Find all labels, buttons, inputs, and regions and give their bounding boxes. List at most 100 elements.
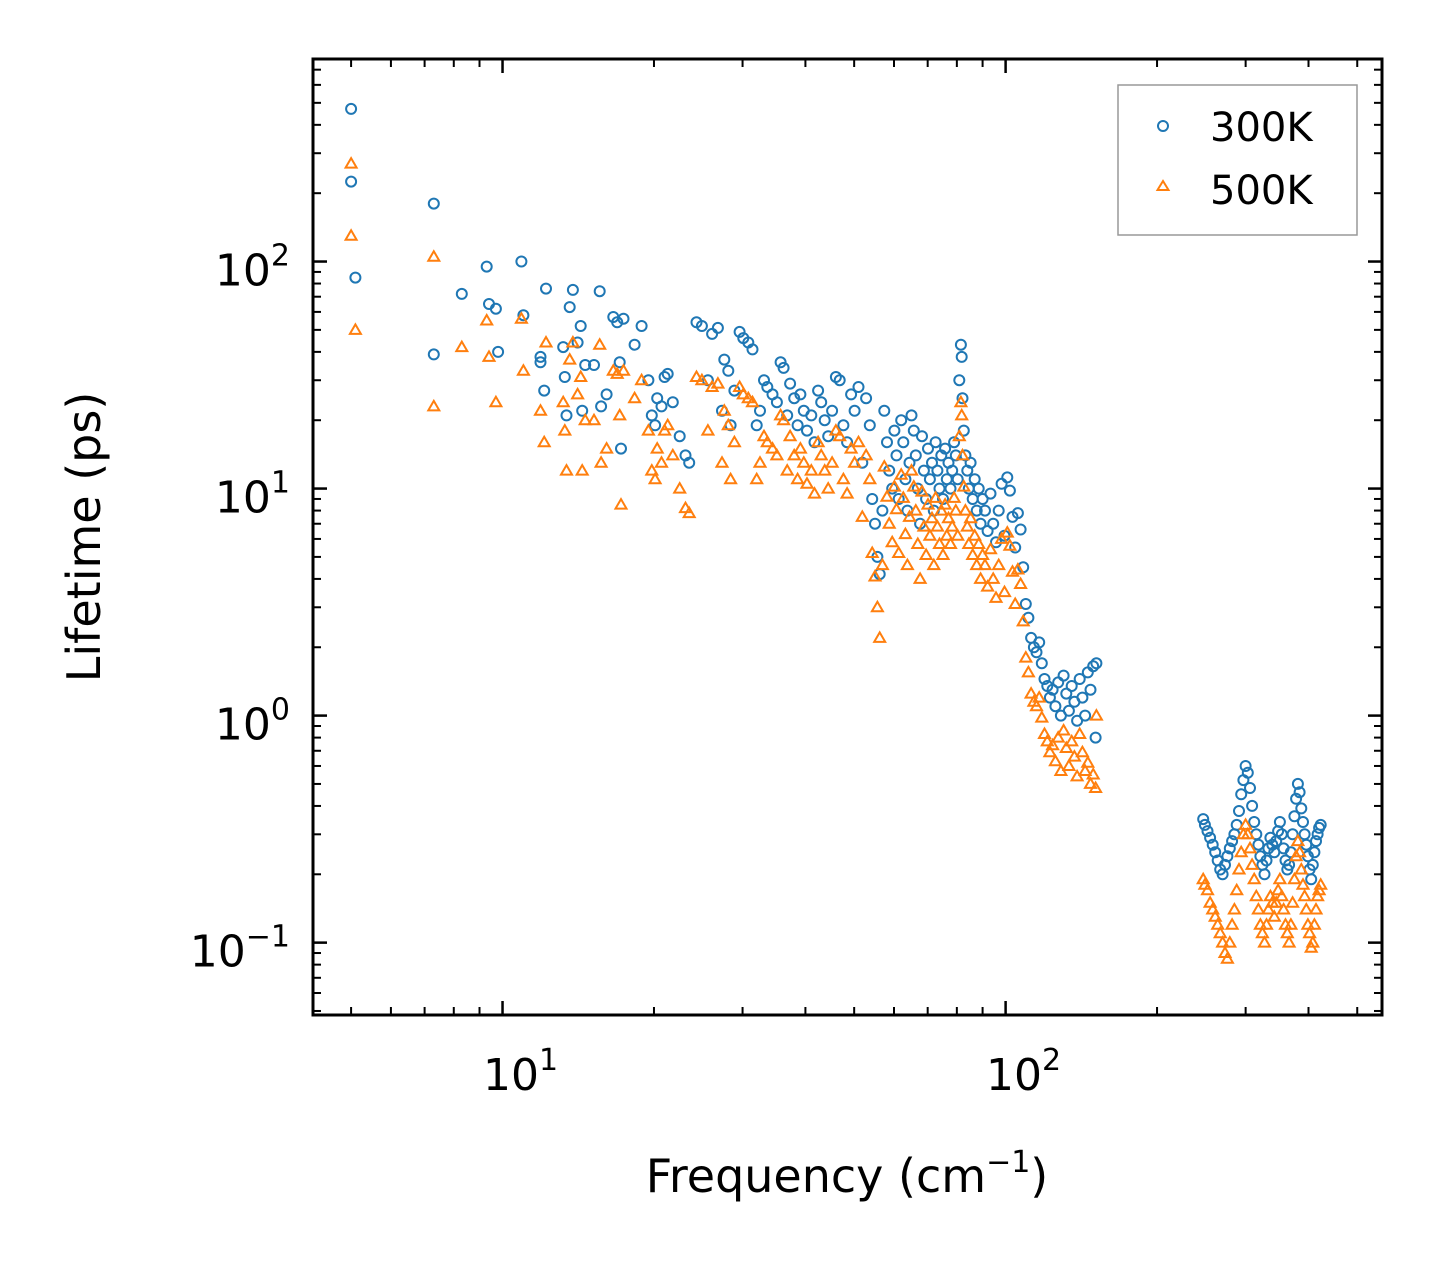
point-500k	[1227, 902, 1242, 915]
point-500k	[1222, 935, 1238, 948]
point-500k	[820, 481, 836, 494]
point-300k	[758, 374, 770, 387]
point-500k	[1240, 826, 1256, 840]
point-500k	[1294, 862, 1309, 875]
point-500k	[612, 407, 627, 421]
point-500k	[900, 557, 915, 571]
point-300k	[1206, 838, 1219, 851]
point-500k	[930, 519, 945, 532]
legend-300k-marker	[1157, 120, 1169, 132]
point-300k	[1079, 709, 1092, 722]
point-500k	[1031, 690, 1047, 703]
point-500k	[1089, 708, 1104, 721]
point-300k	[345, 175, 358, 188]
point-500k	[714, 455, 730, 468]
point-300k	[1062, 704, 1075, 717]
point-500k	[1007, 596, 1023, 609]
point-300k	[1226, 835, 1239, 848]
point-300k	[869, 517, 881, 530]
point-500k	[613, 497, 629, 510]
point-500k	[1080, 755, 1096, 768]
point-300k	[563, 301, 576, 314]
point-500k	[562, 352, 577, 365]
point-500k	[1276, 902, 1291, 915]
point-300k	[574, 320, 587, 332]
legend-box	[1117, 84, 1358, 236]
point-300k	[1049, 700, 1062, 713]
point-500k	[1246, 871, 1262, 885]
x-tick-label: 101	[483, 1043, 558, 1101]
point-500k	[839, 486, 855, 499]
point-300k	[655, 400, 668, 413]
point-500k	[536, 434, 552, 448]
point-500k	[926, 557, 942, 571]
point-300k	[888, 424, 901, 437]
point-300k	[1298, 828, 1311, 841]
point-300k	[1003, 484, 1016, 497]
point-500k	[881, 516, 897, 529]
point-500k	[727, 434, 742, 448]
point-500k	[694, 372, 710, 386]
point-300k	[349, 271, 362, 284]
point-500k	[813, 447, 829, 461]
point-300k	[658, 371, 671, 383]
point-500k	[817, 463, 832, 476]
point-500k	[745, 394, 760, 408]
point-500k	[1021, 664, 1036, 678]
point-300k	[907, 424, 920, 437]
point-300k	[666, 396, 679, 409]
point-500k	[627, 390, 642, 404]
point-500k	[872, 630, 887, 643]
point-300k	[1314, 818, 1327, 831]
point-500k	[932, 536, 947, 549]
point-300k	[1246, 799, 1259, 812]
point-300k	[931, 464, 944, 477]
point-300k	[733, 325, 746, 338]
point-300k	[517, 309, 530, 322]
point-300k	[515, 255, 528, 268]
point-300k	[1241, 766, 1254, 779]
point-500k	[1268, 895, 1284, 908]
point-300k	[1009, 541, 1022, 554]
point-300k	[1233, 805, 1245, 817]
point-500k	[889, 501, 904, 515]
point-300k	[1260, 854, 1273, 867]
point-300k	[1235, 788, 1248, 801]
point-300k	[1306, 858, 1319, 871]
point-500k	[749, 471, 764, 485]
y-axis-label: Lifetime (ps)	[57, 392, 111, 683]
point-500k	[565, 335, 581, 348]
point-500k	[647, 471, 663, 485]
point-300k	[540, 282, 552, 295]
point-300k	[1297, 816, 1309, 828]
point-300k	[1291, 777, 1304, 790]
point-500k	[689, 369, 704, 382]
point-500k	[980, 579, 995, 592]
point-300k	[1052, 676, 1065, 689]
point-500k	[654, 455, 669, 468]
point-300k	[1252, 838, 1265, 851]
point-300k	[784, 377, 797, 390]
point-500k	[944, 519, 960, 532]
point-300k	[579, 359, 592, 371]
point-300k	[981, 525, 994, 537]
point-300k	[815, 396, 828, 409]
point-500k	[867, 569, 883, 582]
y-tick-label: 102	[215, 239, 290, 297]
point-500k	[939, 528, 955, 541]
point-300k	[948, 436, 961, 449]
point-300k	[1244, 782, 1256, 794]
point-500k	[765, 441, 780, 454]
point-500k	[988, 590, 1004, 603]
point-500k	[973, 571, 988, 584]
point-300k	[1264, 831, 1277, 844]
point-500k	[924, 510, 940, 524]
point-500k	[935, 547, 951, 560]
point-300k	[923, 473, 936, 486]
point-300k	[600, 388, 613, 401]
point-500k	[896, 490, 911, 503]
point-500k	[1000, 525, 1015, 538]
point-300k	[788, 392, 801, 405]
point-300k	[560, 409, 573, 422]
point-300k	[1198, 818, 1211, 831]
